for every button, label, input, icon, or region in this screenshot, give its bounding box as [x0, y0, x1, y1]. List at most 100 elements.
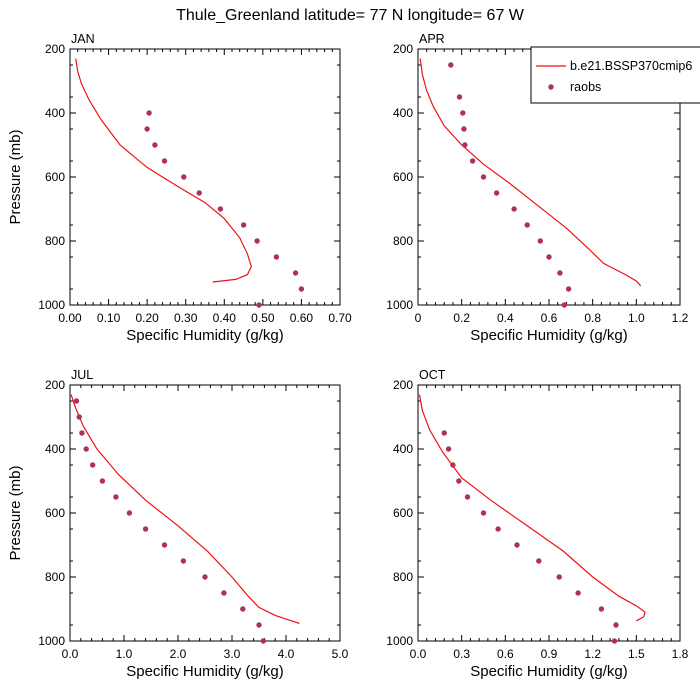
y-tick-label-jan: 800: [45, 234, 65, 248]
x-axis-label-jan: Specific Humidity (g/kg): [126, 327, 284, 344]
x-tick-label-oct: 1.5: [628, 647, 645, 661]
raobs-point-jan: [240, 222, 247, 228]
raobs-point-apr: [462, 142, 468, 148]
raobs-point-jul: [83, 446, 89, 452]
y-tick-label-apr: 1000: [386, 298, 413, 312]
y-tick-label-jul: 1000: [38, 634, 65, 648]
raobs-point-apr: [493, 190, 500, 196]
y-tick-label-jul: 800: [45, 570, 65, 584]
raobs-point-jul: [180, 558, 187, 564]
panel-title-jul: JUL: [71, 368, 93, 382]
raobs-point-oct: [556, 574, 562, 580]
raobs-point-jan: [181, 174, 187, 180]
raobs-point-apr: [557, 270, 563, 276]
y-tick-label-jul: 400: [45, 442, 65, 456]
raobs-point-apr: [565, 286, 572, 292]
raobs-point-apr: [561, 302, 567, 308]
raobs-point-jan: [298, 286, 305, 292]
raobs-point-oct: [536, 558, 542, 564]
raobs-point-jan: [273, 254, 280, 260]
x-tick-label-apr: 0.2: [453, 311, 470, 325]
raobs-point-jan: [196, 190, 202, 196]
raobs-point-jan: [144, 126, 150, 132]
raobs-point-jul: [126, 510, 133, 516]
panel-title-jan: JAN: [71, 32, 95, 46]
x-tick-label-jul: 5.0: [332, 647, 349, 661]
legend-box: [530, 46, 700, 104]
x-tick-label-apr: 0.6: [541, 311, 558, 325]
raobs-point-apr: [537, 238, 543, 244]
y-tick-label-oct: 400: [393, 442, 413, 456]
y-tick-label-oct: 800: [393, 570, 413, 584]
y-tick-label-apr: 600: [393, 170, 413, 184]
raobs-point-jul: [79, 430, 85, 436]
plot-frame-jul: [69, 384, 341, 642]
plot-frame-oct: [417, 384, 681, 642]
x-tick-label-jul: 1.0: [116, 647, 133, 661]
raobs-point-oct: [611, 638, 618, 644]
raobs-point-oct: [598, 606, 605, 612]
y-tick-label-oct: 600: [393, 506, 413, 520]
x-tick-label-jan: 0.30: [174, 311, 198, 325]
raobs-point-oct: [456, 478, 462, 484]
x-tick-label-oct: 0.0: [410, 647, 427, 661]
y-tick-label-apr: 800: [393, 234, 413, 248]
x-tick-label-apr: 0.4: [497, 311, 514, 325]
raobs-point-jul: [113, 494, 119, 500]
raobs-point-apr: [460, 110, 466, 116]
y-axis-label-jan: Pressure (mb): [7, 129, 24, 224]
raobs-point-jul: [260, 638, 266, 644]
y-tick-label-jul: 600: [45, 506, 65, 520]
x-tick-label-oct: 0.9: [541, 647, 558, 661]
raobs-point-oct: [445, 446, 452, 452]
x-tick-label-jul: 2.0: [170, 647, 187, 661]
x-tick-label-oct: 1.8: [672, 647, 689, 661]
raobs-point-jan: [217, 206, 224, 212]
raobs-point-apr: [524, 222, 530, 228]
raobs-point-jan: [152, 142, 158, 148]
raobs-point-apr: [480, 174, 487, 180]
x-tick-label-jan: 0.60: [290, 311, 314, 325]
y-tick-label-jan: 600: [45, 170, 65, 184]
raobs-point-jul: [240, 606, 246, 612]
raobs-point-jan: [256, 302, 262, 308]
main-title: Thule_Greenland latitude= 77 N longitude…: [176, 7, 525, 24]
y-tick-label-apr: 200: [393, 42, 413, 56]
raobs-point-apr: [546, 254, 552, 260]
raobs-point-jan: [161, 158, 168, 164]
x-tick-label-oct: 0.6: [497, 647, 514, 661]
x-tick-label-jul: 4.0: [278, 647, 295, 661]
raobs-point-jul: [90, 462, 96, 468]
model-line-oct: [418, 394, 646, 622]
x-tick-label-jan: 0.70: [328, 311, 352, 325]
model-line-apr: [419, 58, 642, 287]
plot-frame-jan: [69, 48, 341, 306]
raobs-point-jul: [99, 478, 106, 484]
x-tick-label-apr: 0.8: [584, 311, 601, 325]
y-tick-label-oct: 200: [393, 378, 413, 392]
raobs-point-apr: [461, 126, 467, 132]
raobs-point-jan: [254, 238, 260, 244]
raobs-point-jul: [142, 526, 149, 532]
x-tick-label-jan: 0.00: [58, 311, 82, 325]
raobs-point-jul: [161, 542, 168, 548]
y-tick-label-jan: 200: [45, 42, 65, 56]
y-tick-label-oct: 1000: [386, 634, 413, 648]
panel-oct: OCT 0.0 0.3 0.6 0.9 1.2 1.5 1.8 200 400 600 800 1000…: [386, 368, 688, 680]
y-tick-label-jan: 1000: [38, 298, 65, 312]
y-tick-label-jul: 200: [45, 378, 65, 392]
x-tick-label-jan: 0.50: [251, 311, 275, 325]
legend-model-label: b.e21.BSSP370cmip6: [570, 59, 692, 73]
x-tick-label-jan: 0.20: [135, 311, 159, 325]
raobs-point-jul: [221, 590, 227, 596]
x-tick-label-apr: 0: [415, 311, 422, 325]
panel-apr: APR 0 0.2 0.4 0.6 0.8 1.0 1.2 200 400 600 800 1000 Sp…: [386, 32, 688, 344]
model-line-jan: [75, 58, 252, 283]
raobs-point-oct: [514, 542, 520, 548]
raobs-point-jul: [256, 622, 262, 628]
x-tick-label-jan: 0.40: [213, 311, 237, 325]
panel-title-oct: OCT: [419, 368, 446, 382]
panel-title-apr: APR: [419, 32, 445, 46]
raobs-point-jul: [73, 398, 80, 404]
